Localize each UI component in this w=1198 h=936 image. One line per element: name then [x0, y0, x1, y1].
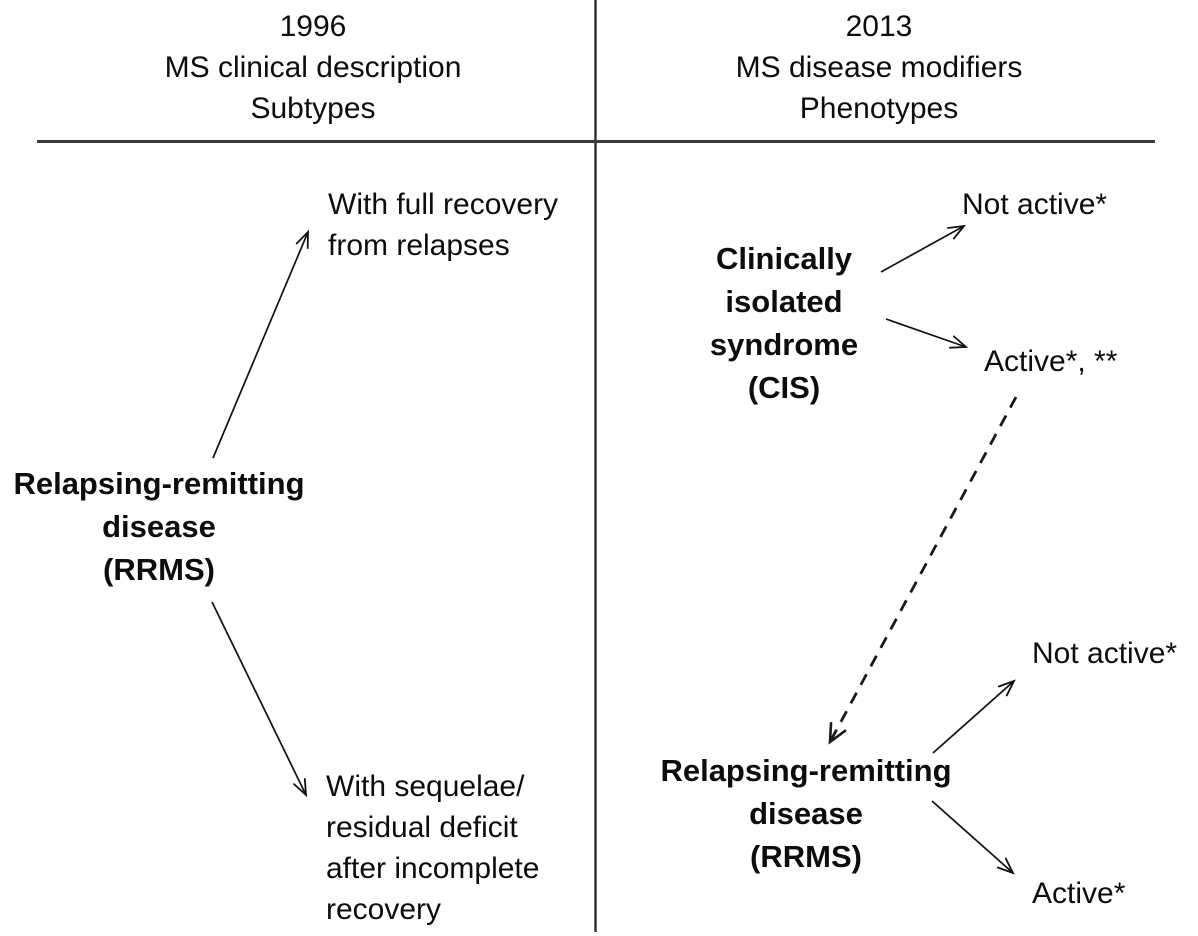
arrow-rrms2013-to-not-active: [932, 679, 1016, 754]
label-full-recovery: With full recovery from relapses: [328, 188, 559, 262]
label-rrms-not-active: Not active*: [1032, 637, 1178, 670]
label-sequelae: With sequelae/ residual deficit after in…: [326, 770, 540, 926]
arrow-rrms2013-to-active: [931, 800, 1015, 875]
node-rrms-2013: Relapsing-remitting disease (RRMS): [660, 753, 952, 874]
arrow-cis-to-not-active: [880, 224, 967, 273]
arrow-rrms1996-to-full-recovery: [212, 229, 309, 459]
arrow-cis-to-active: [885, 318, 969, 349]
arrow-dashed-active-cis-to-rrms2013: [828, 396, 1018, 745]
label-cis-active: Active*, **: [984, 345, 1118, 378]
label-cis-not-active: Not active*: [962, 188, 1108, 221]
column-header-2013: 2013 MS disease modifiers Phenotypes: [735, 10, 1023, 125]
label-rrms-active: Active*: [1032, 877, 1126, 910]
arrow-rrms1996-to-sequelae: [211, 601, 308, 798]
node-rrms-1996: Relapsing-remitting disease (RRMS): [13, 466, 305, 587]
node-cis: Clinically isolated syndrome (CIS): [709, 241, 859, 405]
column-header-1996: 1996 MS clinical description Subtypes: [164, 10, 462, 125]
